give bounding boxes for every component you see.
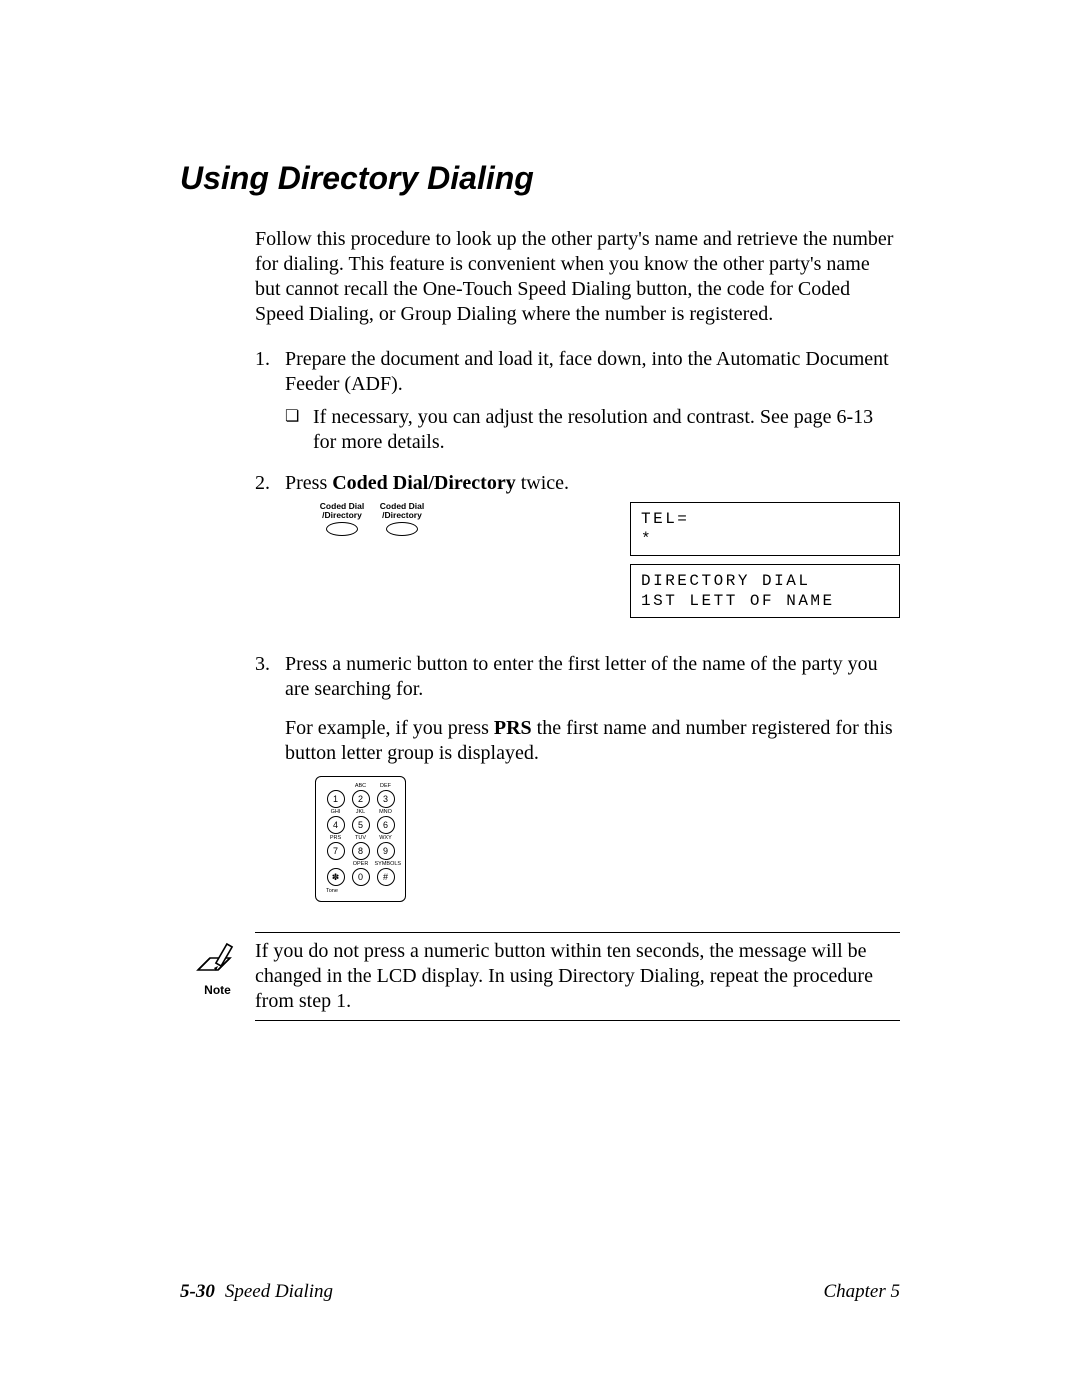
step-2-bold: Coded Dial/Directory bbox=[332, 472, 516, 494]
sub-bullet-icon: ❏ bbox=[285, 405, 313, 455]
key-digit: 3 bbox=[377, 790, 395, 808]
page-heading: Using Directory Dialing bbox=[180, 160, 900, 197]
keypad-tone-label: Tone bbox=[326, 888, 398, 895]
note-text: If you do not press a numeric button wit… bbox=[255, 932, 900, 1021]
oval-button-icon bbox=[326, 522, 358, 536]
keypad-illustration: 1ABC2DEF3GHI4JKL5MNO6PRS7TUV8WXY9✽OPER0S… bbox=[315, 776, 900, 902]
note-label: Note bbox=[180, 983, 255, 997]
footer-chapter: Chapter 5 bbox=[823, 1281, 900, 1303]
lcd-stack: TEL= * DIRECTORY DIAL 1ST LETT OF NAME bbox=[630, 502, 900, 626]
step-1-sub-text: If necessary, you can adjust the resolut… bbox=[313, 405, 900, 455]
key-letters-label: PRS bbox=[325, 836, 347, 842]
key-digit: 0 bbox=[352, 868, 370, 886]
note-pencil-icon bbox=[196, 940, 240, 976]
step-body: Press Coded Dial/Directory twice. Coded … bbox=[285, 471, 900, 644]
key-digit: ✽ bbox=[327, 868, 345, 886]
coded-dial-button-2: Coded Dial /Directory bbox=[375, 502, 429, 536]
footer-section: Speed Dialing bbox=[225, 1281, 333, 1302]
keypad-key: OPER0 bbox=[350, 862, 372, 886]
keypad-row: ✽OPER0SYMBOLS# bbox=[323, 861, 398, 887]
key-digit: 2 bbox=[352, 790, 370, 808]
keypad-key: GHI4 bbox=[325, 810, 347, 834]
keypad: 1ABC2DEF3GHI4JKL5MNO6PRS7TUV8WXY9✽OPER0S… bbox=[315, 776, 406, 902]
key-digit: # bbox=[377, 868, 395, 886]
key-letters-label: SYMBOLS bbox=[375, 862, 397, 868]
footer-page-number: 5-30 bbox=[180, 1281, 215, 1302]
step-body: Press a numeric button to enter the firs… bbox=[285, 652, 900, 924]
oval-button-icon bbox=[386, 522, 418, 536]
step-3b: For example, if you press PRS the first … bbox=[285, 716, 900, 766]
key-digit: 9 bbox=[377, 842, 395, 860]
step-number: 2. bbox=[255, 471, 285, 644]
keypad-key: JKL5 bbox=[350, 810, 372, 834]
key-digit: 7 bbox=[327, 842, 345, 860]
step-1-sub: ❏ If necessary, you can adjust the resol… bbox=[285, 405, 900, 455]
lcd-display-1: TEL= * bbox=[630, 502, 900, 556]
step-2-pre: Press bbox=[285, 472, 332, 494]
keypad-key: 1 bbox=[325, 784, 347, 808]
note-block: Note If you do not press a numeric butto… bbox=[180, 932, 900, 1021]
key-digit: 1 bbox=[327, 790, 345, 808]
step-2-illustration-row: Coded Dial /Directory Coded Dial /Direct… bbox=[315, 502, 900, 626]
step-number: 3. bbox=[255, 652, 285, 924]
keypad-key: ABC2 bbox=[350, 784, 372, 808]
step-2: 2. Press Coded Dial/Directory twice. Cod… bbox=[255, 471, 900, 644]
keypad-row: 1ABC2DEF3 bbox=[323, 783, 398, 809]
step-2-post: twice. bbox=[516, 472, 569, 494]
coded-dial-label: Coded Dial /Directory bbox=[375, 502, 429, 520]
intro-paragraph: Follow this procedure to look up the oth… bbox=[255, 227, 900, 327]
keypad-row: GHI4JKL5MNO6 bbox=[323, 809, 398, 835]
step-1-text: Prepare the document and load it, face d… bbox=[285, 348, 889, 395]
manual-page: Using Directory Dialing Follow this proc… bbox=[0, 0, 1080, 1397]
steps-list: 1. Prepare the document and load it, fac… bbox=[255, 347, 900, 924]
key-digit: 4 bbox=[327, 816, 345, 834]
step-1: 1. Prepare the document and load it, fac… bbox=[255, 347, 900, 463]
coded-dial-button-1: Coded Dial /Directory bbox=[315, 502, 369, 536]
key-letters-label: MNO bbox=[375, 810, 397, 816]
step-number: 1. bbox=[255, 347, 285, 463]
lcd-display-2: DIRECTORY DIAL 1ST LETT OF NAME bbox=[630, 564, 900, 618]
key-letters-label: JKL bbox=[350, 810, 372, 816]
keypad-key: MNO6 bbox=[375, 810, 397, 834]
coded-dial-label: Coded Dial /Directory bbox=[315, 502, 369, 520]
keypad-row: PRS7TUV8WXY9 bbox=[323, 835, 398, 861]
step-body: Prepare the document and load it, face d… bbox=[285, 347, 900, 463]
note-icon-column: Note bbox=[180, 932, 255, 997]
keypad-key: DEF3 bbox=[375, 784, 397, 808]
key-digit: 8 bbox=[352, 842, 370, 860]
step-3b-bold: PRS bbox=[494, 717, 532, 739]
keypad-key: SYMBOLS# bbox=[375, 862, 397, 886]
page-footer: 5-30 Speed Dialing Chapter 5 bbox=[180, 1281, 900, 1303]
key-letters-label: TUV bbox=[350, 836, 372, 842]
keypad-key: ✽ bbox=[325, 862, 347, 886]
key-digit: 6 bbox=[377, 816, 395, 834]
step-3: 3. Press a numeric button to enter the f… bbox=[255, 652, 900, 924]
step-3b-pre: For example, if you press bbox=[285, 717, 494, 739]
step-3a-text: Press a numeric button to enter the firs… bbox=[285, 652, 900, 702]
key-letters-label: WXY bbox=[375, 836, 397, 842]
key-letters-label: OPER bbox=[350, 862, 372, 868]
keypad-key: WXY9 bbox=[375, 836, 397, 860]
key-letters-label: GHI bbox=[325, 810, 347, 816]
key-digit: 5 bbox=[352, 816, 370, 834]
footer-left: 5-30 Speed Dialing bbox=[180, 1281, 333, 1303]
key-letters-label: ABC bbox=[350, 784, 372, 790]
keypad-key: PRS7 bbox=[325, 836, 347, 860]
key-letters-label: DEF bbox=[375, 784, 397, 790]
keypad-key: TUV8 bbox=[350, 836, 372, 860]
